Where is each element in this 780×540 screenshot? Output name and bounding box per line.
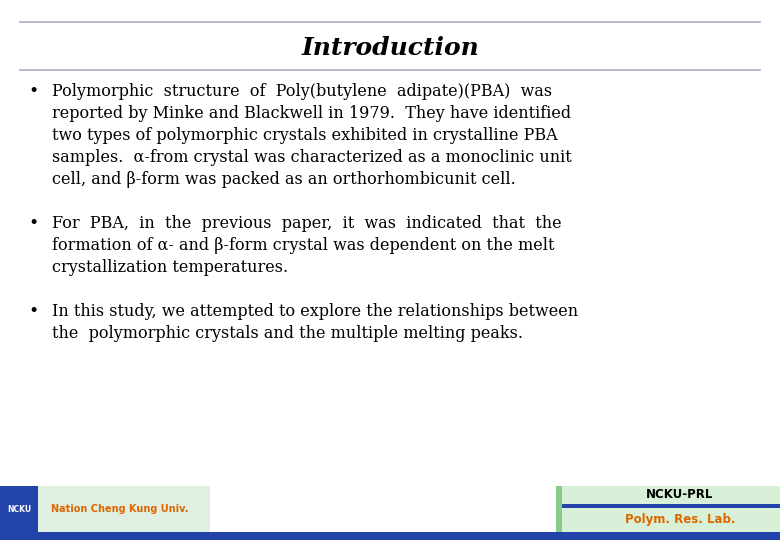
Bar <box>0 532 780 540</box>
Bar <box>0 486 210 532</box>
Text: reported by Minke and Blackwell in 1979.  They have identified: reported by Minke and Blackwell in 1979.… <box>52 105 571 123</box>
Text: NCKU: NCKU <box>7 504 31 514</box>
Text: •: • <box>28 215 38 233</box>
Text: samples.  α-from crystal was characterized as a monoclinic unit: samples. α-from crystal was characterize… <box>52 150 572 166</box>
Text: cell, and β-form was packed as an orthorhombicunit cell.: cell, and β-form was packed as an orthor… <box>52 172 516 188</box>
Text: NCKU-PRL: NCKU-PRL <box>647 489 714 502</box>
Text: For  PBA,  in  the  previous  paper,  it  was  indicated  that  the: For PBA, in the previous paper, it was i… <box>52 215 562 233</box>
Text: crystallization temperatures.: crystallization temperatures. <box>52 260 288 276</box>
Bar <box>556 486 562 532</box>
Text: Nation Cheng Kung Univ.: Nation Cheng Kung Univ. <box>51 504 189 514</box>
Text: Polymorphic  structure  of  Poly(butylene  adipate)(PBA)  was: Polymorphic structure of Poly(butylene a… <box>52 84 552 100</box>
Text: formation of α- and β-form crystal was dependent on the melt: formation of α- and β-form crystal was d… <box>52 238 555 254</box>
Text: In this study, we attempted to explore the relationships between: In this study, we attempted to explore t… <box>52 303 578 321</box>
Bar <box>560 486 780 532</box>
Text: •: • <box>28 303 38 321</box>
Text: Polym. Res. Lab.: Polym. Res. Lab. <box>625 514 736 526</box>
Text: two types of polymorphic crystals exhibited in crystalline PBA: two types of polymorphic crystals exhibi… <box>52 127 558 145</box>
Text: •: • <box>28 84 38 100</box>
Bar <box>0 486 38 532</box>
Text: Introduction: Introduction <box>301 36 479 60</box>
Text: the  polymorphic crystals and the multiple melting peaks.: the polymorphic crystals and the multipl… <box>52 326 523 342</box>
Bar <box>560 504 780 508</box>
